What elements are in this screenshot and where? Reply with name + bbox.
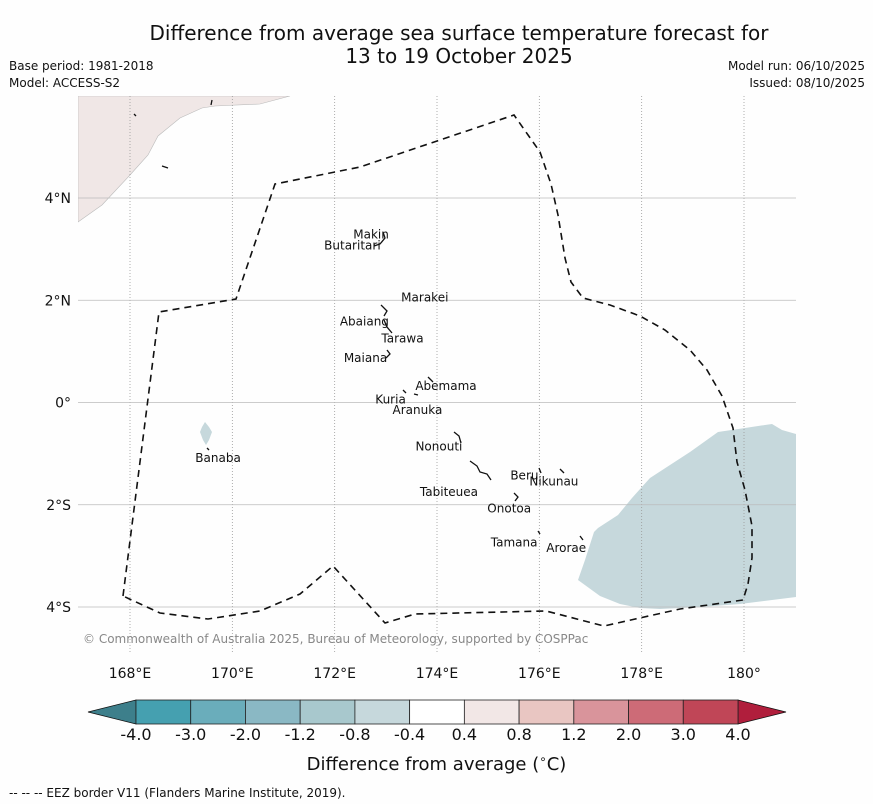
colorbar-tick-label: -0.4: [394, 725, 425, 744]
colorbar-tick-label: -0.8: [339, 725, 370, 744]
colorbar-over-arrow: [737, 699, 787, 725]
colorbar-tick-label: 3.0: [671, 725, 696, 744]
lon-tick-label: 174°E: [416, 666, 459, 682]
island-label-abemama: Abemama: [415, 379, 476, 393]
colorbar-tick-label: -3.0: [175, 725, 206, 744]
island-label-aranuka: Aranuka: [393, 403, 443, 417]
colorbar-tick-label: -1.2: [285, 725, 316, 744]
colorbar: -4.0 -3.0 -2.0 -1.2 -0.8 -0.4 0.4 0.8 1.2 2.0 3.0 4…: [87, 699, 787, 744]
meta-left: Base period: 1981-2018 Model: ACCESS-S2: [9, 58, 154, 92]
banaba-cool-blob: [200, 422, 212, 445]
colorbar-tick-label: 1.2: [561, 725, 586, 744]
colorbar-label-unit: C): [546, 754, 567, 775]
colorbar-bin: [135, 699, 192, 725]
island-label-maiana: Maiana: [344, 351, 387, 365]
colorbar-bin: [518, 699, 575, 725]
lon-tick-label: 172°E: [313, 666, 356, 682]
colorbar-bin: [245, 699, 301, 725]
gridlines: [78, 96, 796, 653]
island-label-butaritari: Butaritari: [324, 239, 381, 253]
cool-anomaly-region: [578, 424, 796, 609]
degree-symbol: ∘: [539, 752, 547, 766]
lat-tick-label: 4°S: [46, 600, 71, 616]
lon-tick-label: 168°E: [109, 666, 152, 682]
chart-title: Difference from average sea surface temp…: [0, 22, 873, 68]
island-label-banaba: Banaba: [195, 451, 241, 465]
axis-ticks: 168°E 170°E 172°E 174°E 176°E 178°E 180° 4°N 2°N…: [45, 191, 761, 682]
title-line-2: 13 to 19 October 2025: [345, 44, 573, 68]
island-label-nikunau: Nikunau: [529, 475, 578, 489]
colorbar-tick-label: 4.0: [725, 725, 750, 744]
island-label-marakei: Marakei: [401, 290, 448, 304]
lat-tick-label: 2°N: [45, 293, 71, 309]
lat-tick-label: 2°S: [46, 498, 71, 514]
island-label-tamana: Tamana: [490, 535, 538, 549]
island-label-tarawa: Tarawa: [380, 331, 423, 345]
island-label-kuria: Kuria: [375, 392, 406, 406]
island-label-nonouti: Nonouti: [415, 440, 462, 454]
colorbar-tick-label: 0.4: [452, 725, 477, 744]
colorbar-label: Difference from average (∘C): [0, 752, 873, 775]
colorbar-tick-label: 0.8: [506, 725, 531, 744]
lon-tick-label: 170°E: [211, 666, 254, 682]
island-shapes: [133, 99, 584, 541]
colorbar-under-arrow: [87, 699, 137, 725]
island-label-beru: Beru: [510, 469, 538, 483]
colorbar-bin: [463, 699, 520, 725]
colorbar-bin: [573, 699, 629, 725]
colorbar-tick-label: -2.0: [230, 725, 261, 744]
island-label-tabiteuea: Tabiteuea: [419, 485, 478, 499]
copyright-notice: © Commonwealth of Australia 2025, Bureau…: [83, 632, 589, 646]
lon-tick-label: 176°E: [518, 666, 561, 682]
lon-tick-label: 178°E: [620, 666, 663, 682]
colorbar-bin: [409, 699, 465, 725]
model-name: Model: ACCESS-S2: [9, 76, 121, 90]
colorbar-bin: [628, 699, 684, 725]
colorbar-tick-label: -4.0: [120, 725, 151, 744]
warm-anomaly-region: [78, 96, 291, 223]
eez-border: [122, 114, 753, 627]
title-line-1: Difference from average sea surface temp…: [149, 21, 769, 45]
lon-tick-label: 180°: [727, 666, 761, 682]
issued-date: Issued: 08/10/2025: [749, 76, 865, 90]
island-label-makin: Makin: [353, 227, 389, 241]
colorbar-bin: [299, 699, 356, 725]
island-label-onotoa: Onotoa: [487, 502, 531, 516]
island-label-arorae: Arorae: [546, 541, 586, 555]
model-run: Model run: 06/10/2025: [727, 59, 865, 73]
eez-legend: -- -- -- EEZ border V11 (Flanders Marine…: [9, 786, 346, 800]
base-period: Base period: 1981-2018: [9, 59, 154, 73]
island-label-abaiang: Abaiang: [340, 314, 389, 328]
lat-tick-label: 0°: [55, 396, 71, 412]
meta-right: Model run: 06/10/2025 Issued: 08/10/2025: [728, 58, 865, 92]
colorbar-bin: [682, 699, 739, 725]
colorbar-bin: [190, 699, 246, 725]
colorbar-label-text: Difference from average (: [306, 754, 540, 775]
colorbar-bin: [354, 699, 411, 725]
lat-tick-label: 4°N: [45, 191, 71, 207]
colorbar-tick-label: 2.0: [616, 725, 641, 744]
